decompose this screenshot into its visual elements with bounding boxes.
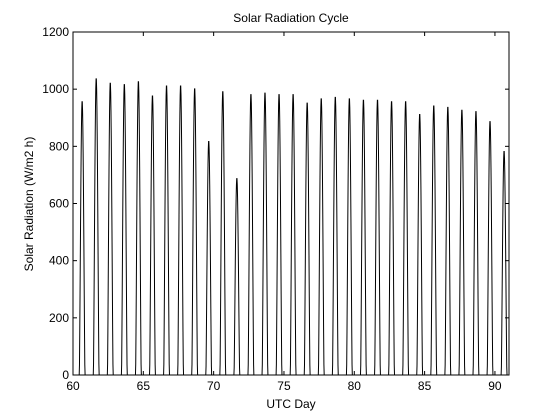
y-tick-label: 1200 xyxy=(42,25,69,39)
chart-title: Solar Radiation Cycle xyxy=(233,11,349,25)
y-tick-label: 800 xyxy=(49,139,69,153)
x-tick-label: 70 xyxy=(207,379,221,393)
y-tick-label: 200 xyxy=(49,311,69,325)
x-tick-label: 80 xyxy=(348,379,362,393)
y-tick-label: 600 xyxy=(49,197,69,211)
tick-labels: 60 65 70 75 80 85 90 0 200 400 600 800 1000 1200 xyxy=(42,25,502,393)
x-tick-label: 60 xyxy=(66,379,80,393)
x-tick-label: 85 xyxy=(418,379,432,393)
x-tick-label: 65 xyxy=(137,379,151,393)
series-line xyxy=(73,78,510,376)
x-axis-label: UTC Day xyxy=(266,397,315,411)
x-tick-label: 90 xyxy=(488,379,502,393)
y-axis-label: Solar Radiation (W/m2 h) xyxy=(22,137,36,272)
x-tick-label: 75 xyxy=(277,379,291,393)
y-tick-label: 400 xyxy=(49,254,69,268)
y-tick-label: 0 xyxy=(62,368,69,382)
y-tick-label: 1000 xyxy=(42,82,69,96)
